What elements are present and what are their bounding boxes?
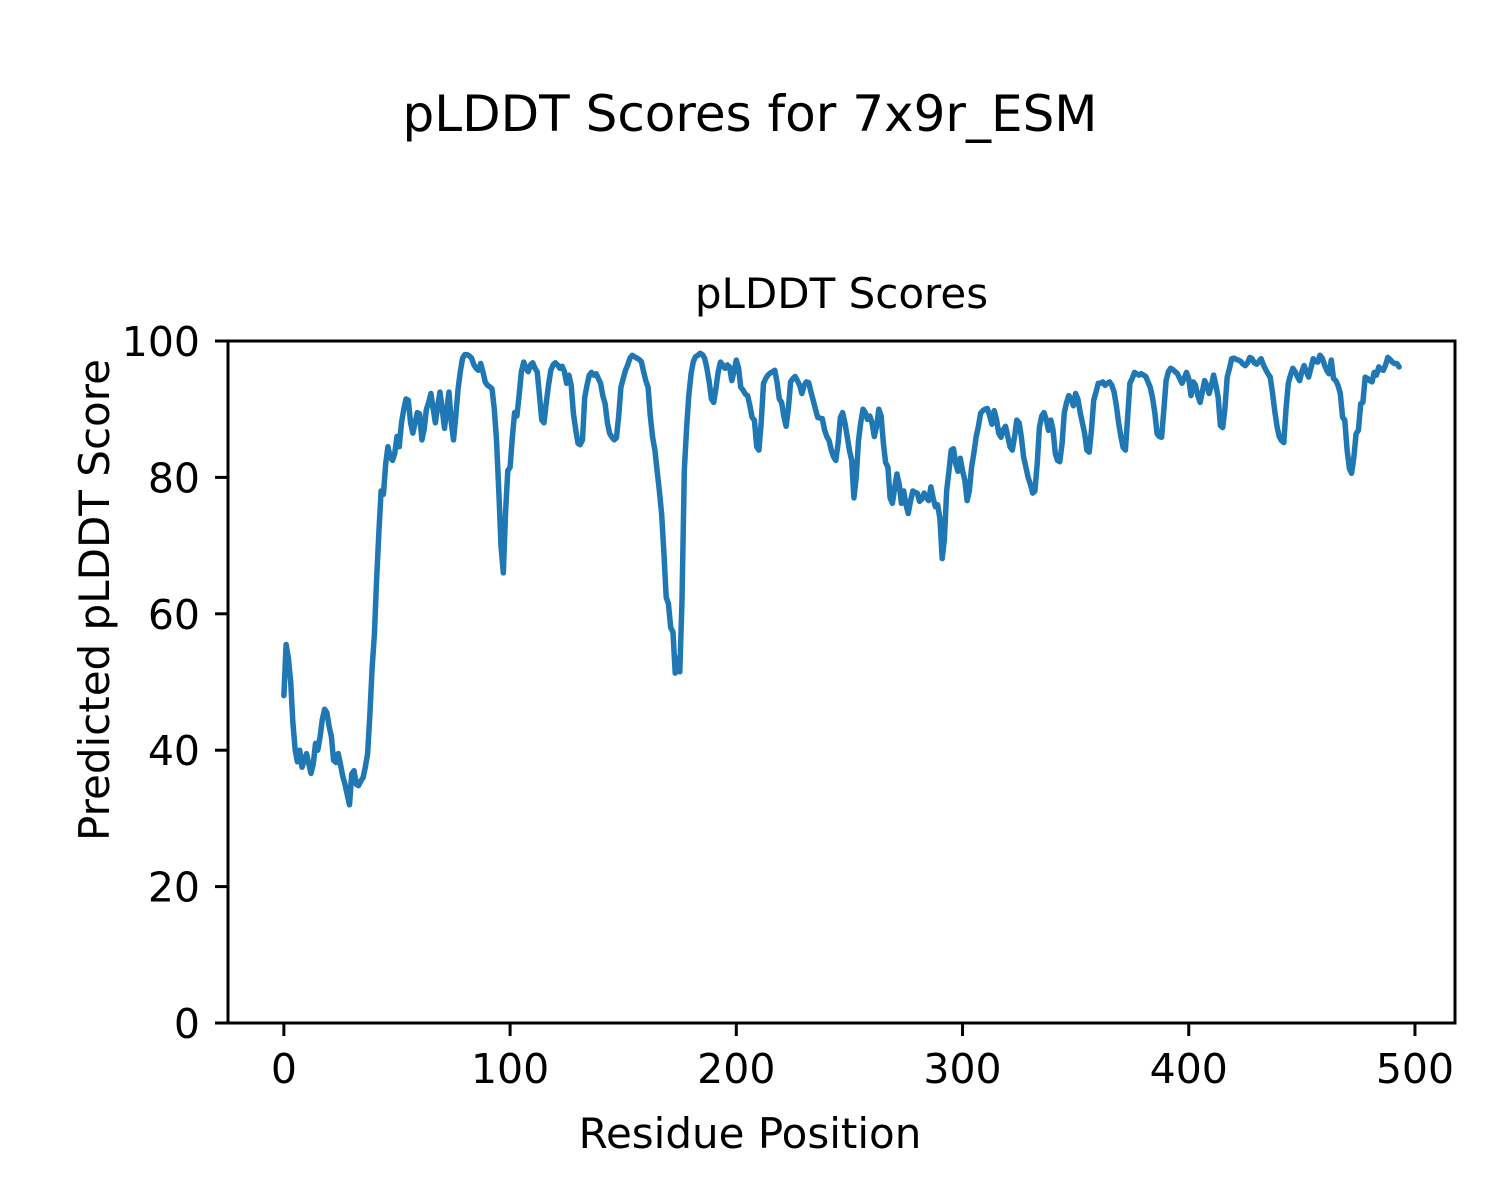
y-axis-label: Predicted pLDDT Score bbox=[69, 359, 119, 841]
x-tick-label: 100 bbox=[471, 1045, 549, 1093]
x-axis-label: Residue Position bbox=[578, 1109, 922, 1158]
y-tick-label: 80 bbox=[148, 454, 200, 502]
x-tick-label: 400 bbox=[1150, 1045, 1228, 1093]
y-tick-label: 100 bbox=[122, 318, 200, 366]
x-tick-label: 500 bbox=[1376, 1045, 1454, 1093]
x-tick-label: 200 bbox=[697, 1045, 775, 1093]
y-tick-label: 40 bbox=[148, 727, 200, 775]
axes-title: pLDDT Scores bbox=[694, 269, 989, 318]
figure-title: pLDDT Scores for 7x9r_ESM bbox=[402, 85, 1098, 143]
x-tick-label: 300 bbox=[923, 1045, 1001, 1093]
axes-spines bbox=[226, 339, 1457, 1025]
y-tick-label: 0 bbox=[174, 1000, 200, 1048]
y-tick-label: 60 bbox=[148, 591, 200, 639]
y-tick-label: 20 bbox=[148, 864, 200, 912]
x-tick-label: 0 bbox=[271, 1045, 297, 1093]
plddt-line bbox=[281, 350, 1402, 808]
